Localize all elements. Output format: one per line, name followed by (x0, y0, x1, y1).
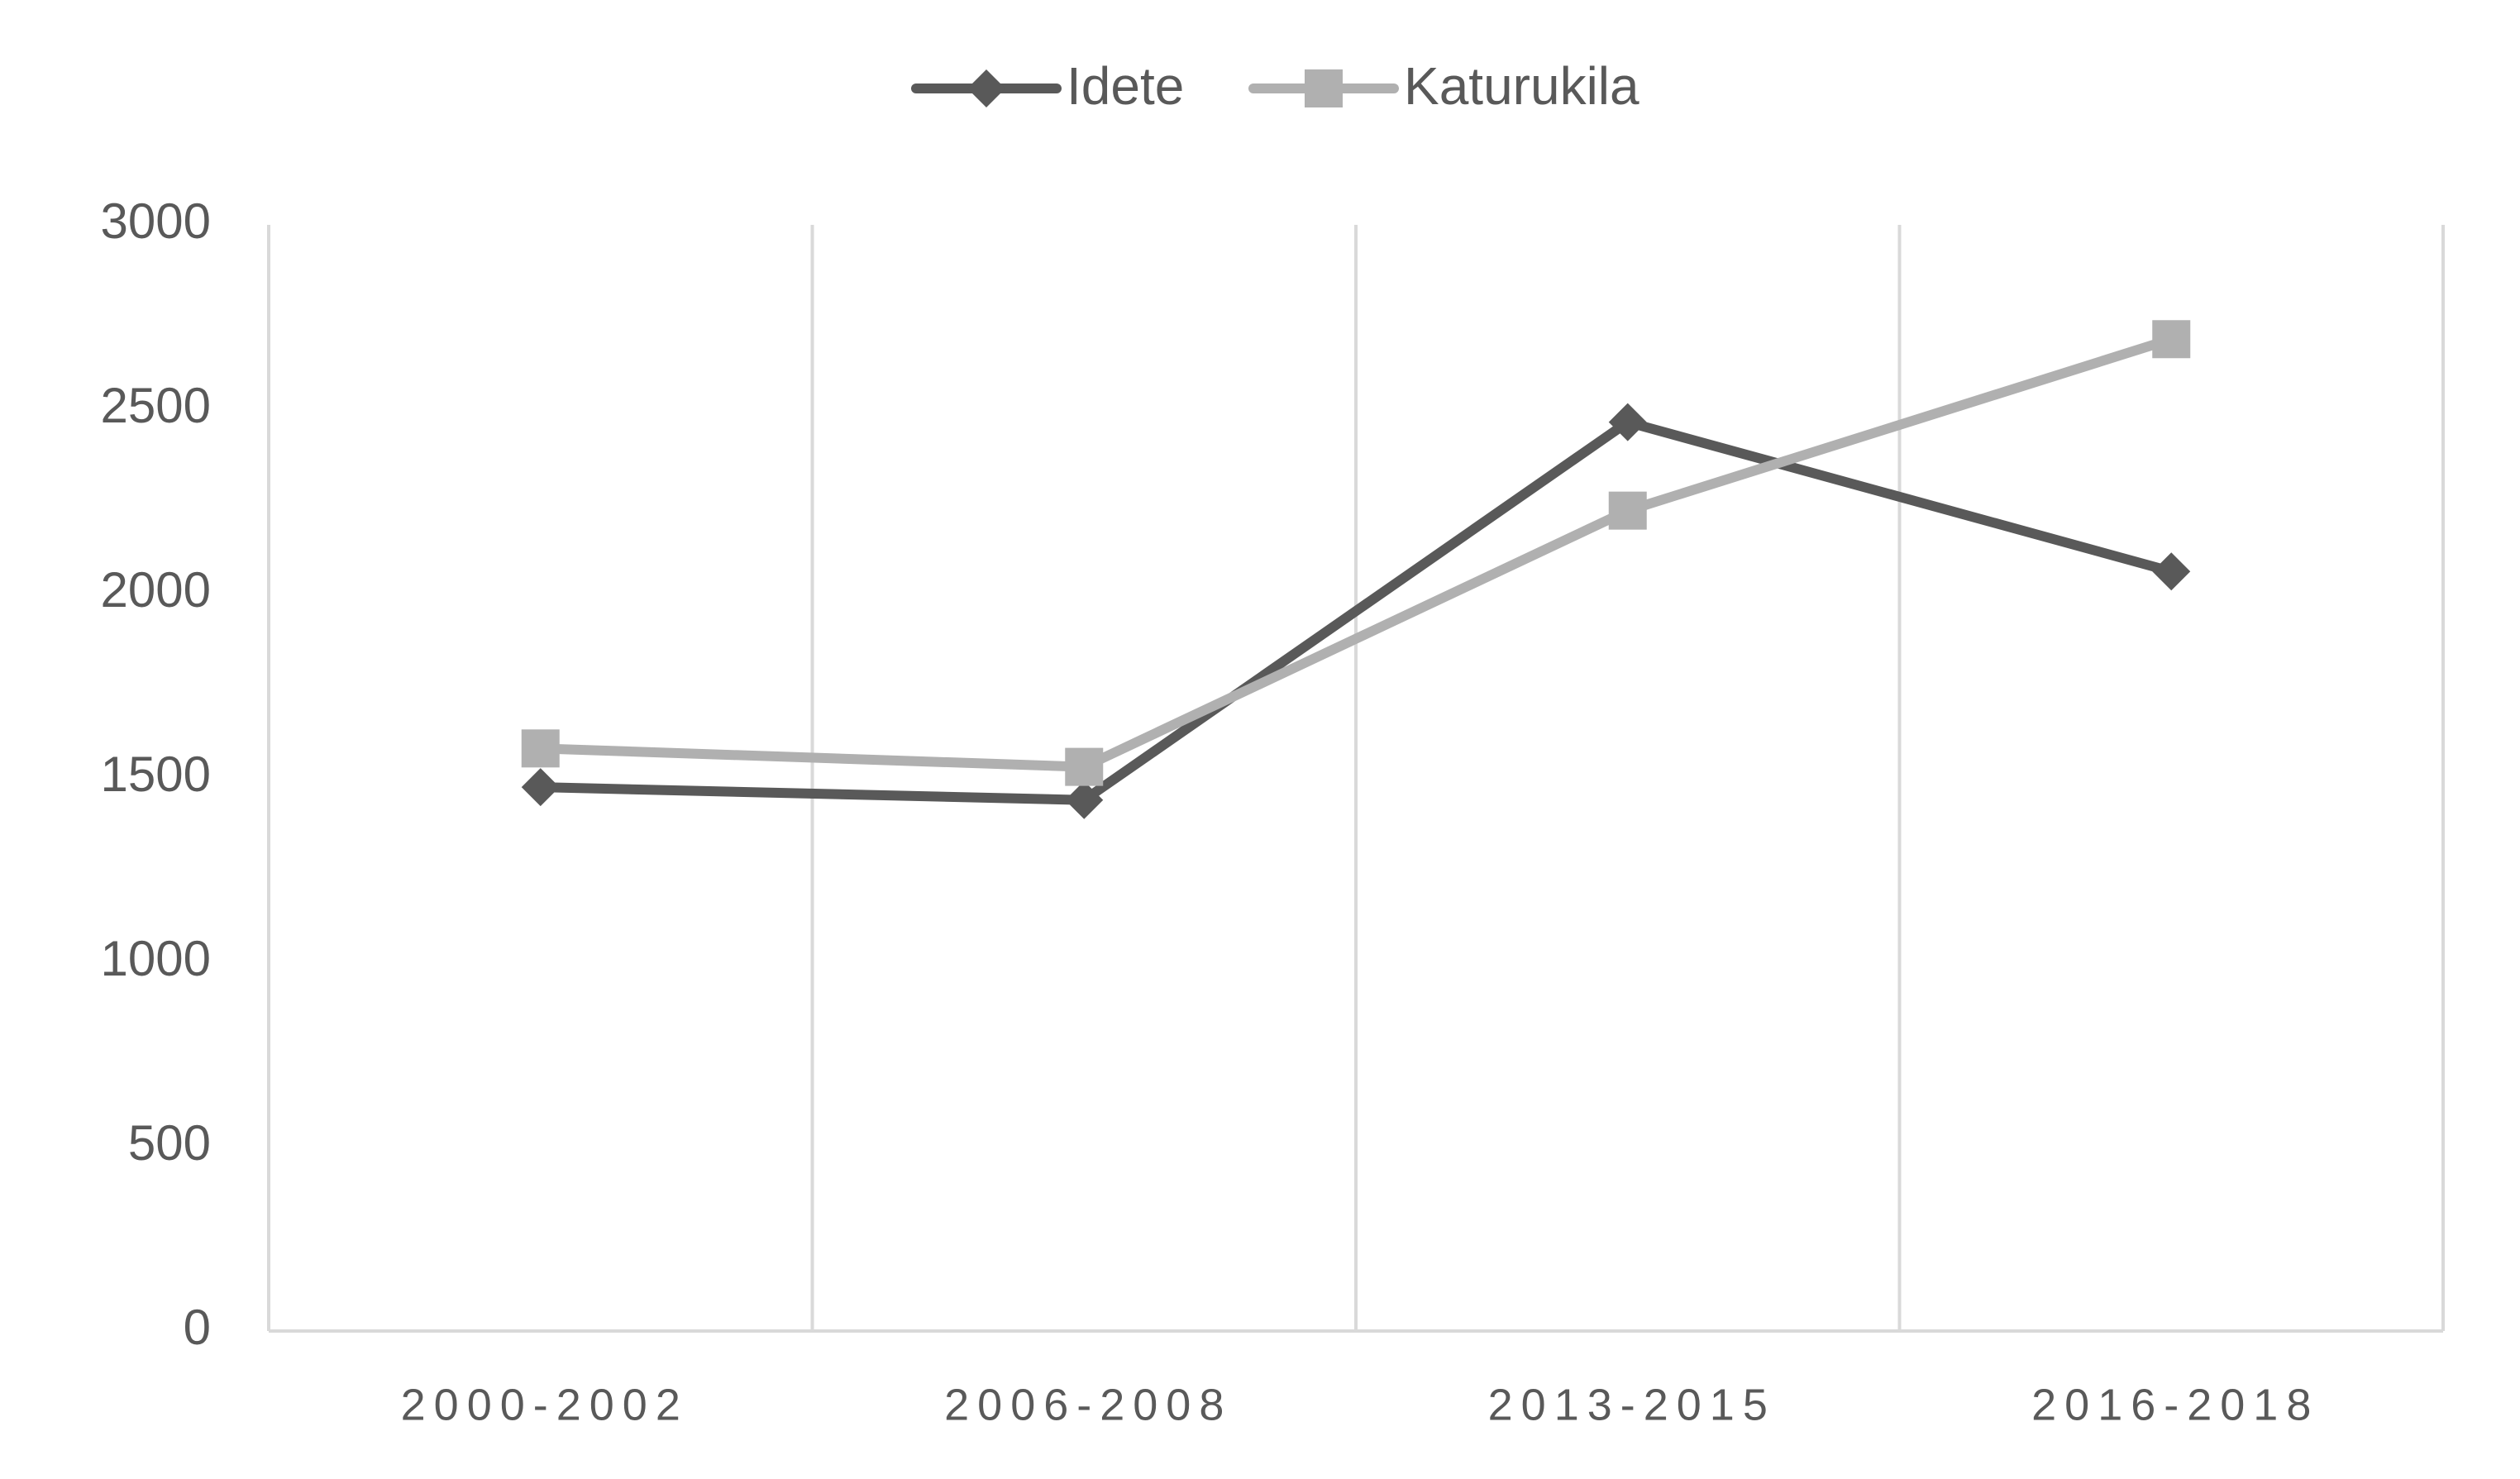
data-point (521, 729, 560, 768)
data-point (2152, 320, 2191, 359)
data-point (1608, 403, 1647, 441)
data-point (1608, 491, 1647, 530)
y-tick-label: 2500 (101, 378, 211, 433)
x-tick-label: 2006-2008 (944, 1380, 1232, 1429)
y-tick-label: 3000 (101, 193, 211, 249)
legend-marker (1305, 69, 1343, 107)
y-tick-label: 2000 (101, 562, 211, 618)
data-point (1065, 780, 1104, 819)
y-tick-label: 1500 (101, 747, 211, 802)
series-line (540, 334, 2174, 772)
series-line (540, 417, 2173, 805)
y-tick-label: 0 (184, 1300, 211, 1355)
y-tick-label: 500 (128, 1115, 211, 1171)
legend-marker (967, 69, 1005, 107)
data-point (521, 768, 560, 807)
data-point (1065, 747, 1104, 786)
legend-label: Katurukila (1404, 56, 1639, 116)
data-point (2152, 552, 2191, 591)
legend-label: Idete (1067, 56, 1184, 116)
x-tick-label: 2013-2015 (1488, 1380, 1776, 1429)
x-tick-label: 2000-2002 (401, 1380, 689, 1429)
x-tick-label: 2016-2018 (2031, 1380, 2319, 1429)
y-tick-label: 1000 (101, 931, 211, 986)
